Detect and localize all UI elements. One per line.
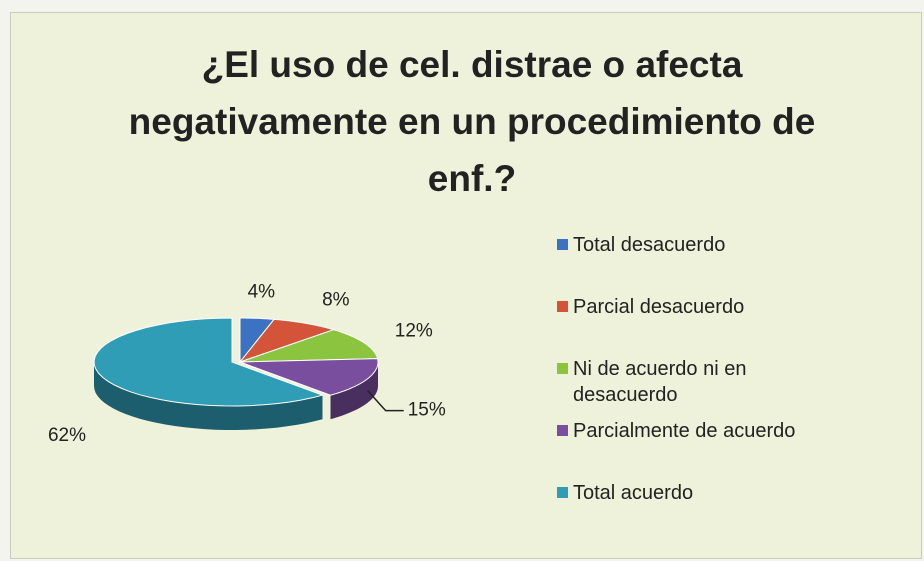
data-label: 15% xyxy=(408,400,446,421)
leader-line xyxy=(367,390,404,412)
legend-swatch xyxy=(557,425,568,436)
legend-item: Parcial desacuerdo xyxy=(557,294,847,320)
data-label: 12% xyxy=(395,321,433,342)
legend-swatch xyxy=(557,363,568,374)
legend-label: Total acuerdo xyxy=(573,482,694,504)
data-label: 62% xyxy=(48,425,86,446)
legend-swatch xyxy=(557,301,568,312)
legend-item: Parcialmente de acuerdo xyxy=(557,418,847,444)
legend-label: Parcialmente de acuerdo xyxy=(573,420,796,442)
legend-label: Total desacuerdo xyxy=(573,234,726,256)
legend-item: Ni de acuerdo ni en desacuerdo xyxy=(557,356,847,408)
legend-swatch xyxy=(557,239,568,250)
data-label: 8% xyxy=(322,290,350,311)
slice xyxy=(93,317,325,407)
chart-title: ¿El uso de cel. distrae o afecta negativ… xyxy=(128,44,816,199)
slice xyxy=(238,318,336,364)
legend-label: Ni de acuerdo ni en desacuerdo xyxy=(573,358,747,406)
slice-side xyxy=(330,362,378,420)
legend-swatch xyxy=(557,487,568,498)
data-label: 4% xyxy=(248,282,276,303)
legend-item: Total desacuerdo xyxy=(557,232,847,258)
legend-label: Parcial desacuerdo xyxy=(573,296,745,318)
legend-item: Total acuerdo xyxy=(557,480,847,506)
slice xyxy=(239,329,379,363)
slice-side xyxy=(94,362,323,430)
slice xyxy=(239,358,379,396)
chart-area xyxy=(10,12,922,559)
